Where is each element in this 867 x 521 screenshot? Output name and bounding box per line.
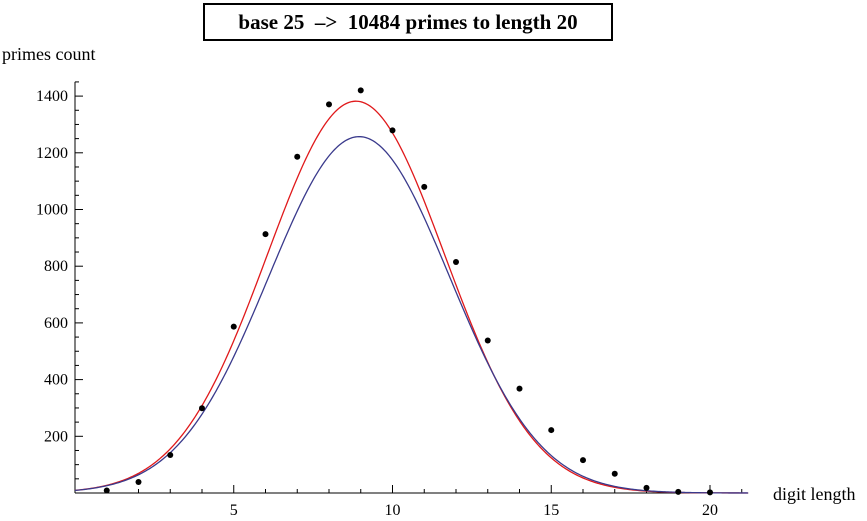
data-point (199, 405, 205, 412)
data-point (580, 457, 586, 464)
y-tick-label: 1400 (36, 88, 68, 105)
x-axis-label: digit length (773, 484, 856, 504)
data-point (135, 478, 142, 485)
data-point (357, 87, 364, 94)
data-point (484, 337, 491, 344)
data-point (389, 127, 396, 134)
y-tick-label: 600 (44, 315, 68, 332)
y-tick-label: 1200 (36, 145, 68, 162)
x-tick-label: 10 (385, 502, 401, 519)
data-point (453, 258, 459, 265)
y-tick-label: 1000 (36, 202, 68, 219)
x-tick-label: 20 (702, 502, 718, 519)
fit-curve-2 (74, 135, 749, 494)
x-tick-label: 5 (230, 502, 238, 519)
data-point (707, 489, 713, 496)
y-tick-label: 200 (44, 428, 68, 445)
y-axis-label: primes count (2, 44, 96, 64)
data-point (548, 427, 555, 434)
chart-title: base 25 –> 10484 primes to length 20 (203, 3, 613, 41)
y-tick-label: 400 (44, 372, 68, 389)
data-point (516, 385, 523, 392)
x-tick-label: 15 (543, 502, 559, 519)
data-point (643, 484, 650, 491)
data-point (262, 231, 269, 238)
data-point (326, 101, 332, 108)
fit-curve-1 (74, 100, 749, 494)
data-point (230, 323, 237, 330)
data-points (103, 87, 713, 496)
y-tick-label: 800 (44, 258, 68, 275)
axes: 5 10 15 20 200 400 600 800 1000 1200 1400 (36, 81, 749, 519)
data-point (421, 183, 428, 190)
data-point (167, 452, 174, 459)
data-point (103, 487, 110, 494)
data-point (675, 488, 682, 495)
data-point (611, 470, 618, 477)
fit-curves (74, 100, 749, 494)
data-point (294, 153, 301, 160)
